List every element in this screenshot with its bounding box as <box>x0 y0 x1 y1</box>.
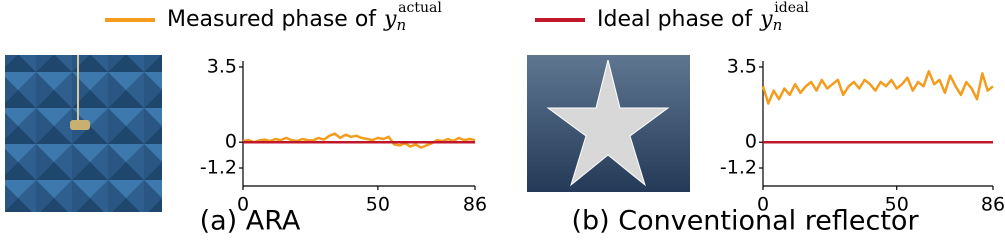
legend-symbol: y <box>759 7 773 32</box>
legend-subscript: n <box>773 16 783 34</box>
legend-label: Ideal phase of ynideal <box>597 0 809 34</box>
legend-text: Ideal phase of <box>597 7 753 32</box>
x-tick-label: 86 <box>463 194 487 216</box>
legend-superscript: actual <box>398 0 442 16</box>
legend-label: Measured phase of ynactual <box>167 0 442 34</box>
legend-symbol: y <box>383 7 397 32</box>
series-line <box>761 70 994 105</box>
legend-superscript: ideal <box>774 0 809 16</box>
x-tick-label: 0 <box>237 194 249 216</box>
y-tick-label: 0 <box>745 131 757 153</box>
x-tick-label: 50 <box>885 194 909 216</box>
y-tick-label: 0 <box>225 131 237 153</box>
star-reflector <box>546 59 670 187</box>
x-tick-label: 0 <box>757 194 769 216</box>
x-tick-label: 86 <box>981 194 1005 216</box>
legend-text: Measured phase of <box>167 7 377 32</box>
series-line <box>242 132 476 149</box>
photo-device <box>70 120 90 130</box>
y-tick-label: 3.5 <box>207 56 237 78</box>
y-tick-label: 3.5 <box>727 56 757 78</box>
y-tick-label: -1.2 <box>720 157 757 179</box>
caption: (b) Conventional reflector <box>571 206 919 237</box>
caption: (a) ARA <box>200 206 301 237</box>
legend-subscript: n <box>396 16 406 34</box>
x-tick-label: 50 <box>366 194 390 216</box>
y-tick-label: -1.2 <box>200 157 237 179</box>
photo-ara <box>5 55 162 212</box>
